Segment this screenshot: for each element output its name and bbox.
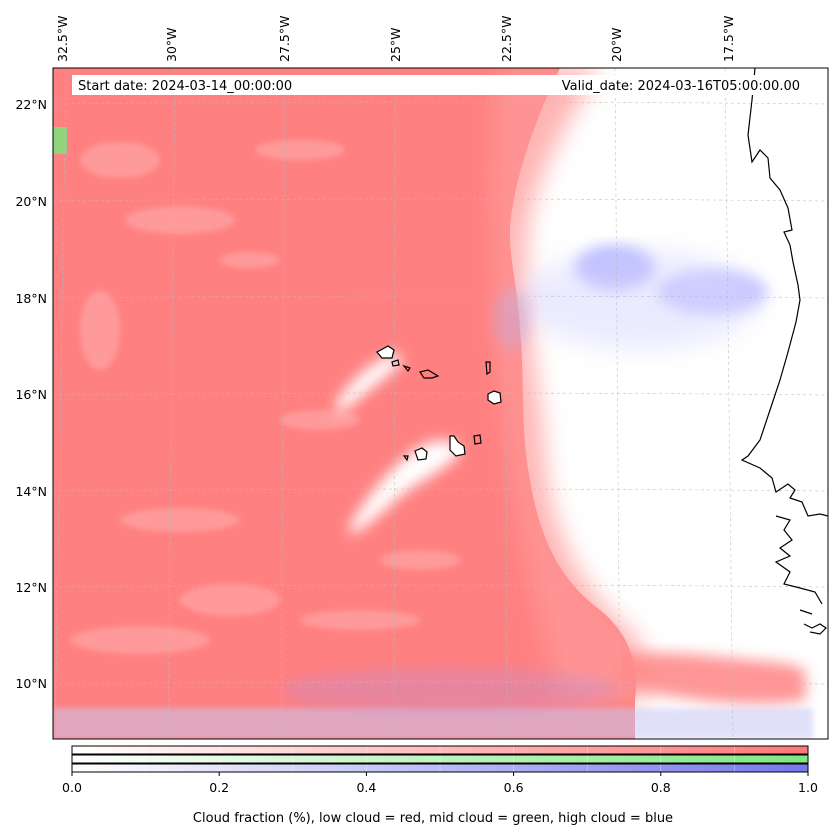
lon-label-22-5w: 22.5°W (499, 16, 514, 62)
colorbar-segment-lines (145, 746, 735, 772)
colorbar-tick-1: 1.0 (798, 780, 818, 795)
lon-label-17-5w: 17.5°W (721, 16, 736, 62)
island-brava (402, 455, 409, 462)
lon-label-27-5w: 27.5°W (277, 16, 292, 62)
low-cloud-texture (70, 140, 460, 654)
africa-coastline (740, 68, 828, 635)
latitude-labels: 22°N 20°N 18°N 16°N 14°N 12°N 10°N (15, 97, 47, 691)
start-date-label: Start date: 2024-03-14_00:00:00 (78, 79, 292, 94)
island-sal (485, 361, 491, 376)
lat-label-20n: 20°N (15, 194, 47, 209)
clear-streak-south (350, 440, 460, 535)
lon-label-32-5w: 32.5°W (55, 16, 70, 62)
island-fogo (414, 447, 428, 461)
lon-label-20w: 20°W (609, 27, 624, 62)
lat-label-14n: 14°N (15, 484, 47, 499)
colorbar-tick-0: 0.0 (62, 780, 82, 795)
mid-cloud-patch (53, 127, 67, 154)
lon-label-30w: 30°W (164, 27, 179, 62)
colorbar-ticks (71, 772, 809, 776)
lat-label-16n: 16°N (15, 387, 47, 402)
map-frame (52, 67, 829, 740)
lat-label-18n: 18°N (15, 291, 47, 306)
island-santiago (449, 435, 466, 457)
colorbar-tick-labels: 0.0 0.2 0.4 0.6 0.8 1.0 (62, 780, 818, 795)
high-cloud-coast-patch (494, 290, 530, 350)
clear-sky-streaks (335, 353, 460, 535)
low-cloud-south-band (615, 652, 806, 704)
colorbar-tick-0-8: 0.8 (651, 780, 671, 795)
low-cloud-soft-edge (491, 68, 650, 700)
clear-streak-north (335, 353, 401, 414)
lat-label-10n: 10°N (15, 676, 47, 691)
high-cloud-south-swirl (280, 668, 620, 712)
island-santo-antao (376, 345, 395, 359)
longitude-labels: 32.5°W 30°W 27.5°W 25°W 22.5°W 20°W 17.5… (55, 16, 736, 62)
lat-label-22n: 22°N (15, 97, 47, 112)
high-cloud-haze (520, 250, 760, 350)
header-strip (72, 75, 808, 95)
coastlines (376, 68, 828, 635)
colorbar: 0.0 0.2 0.4 0.6 0.8 1.0 Cloud fraction (… (62, 745, 818, 826)
island-boa-vista (487, 390, 502, 405)
map-panel (53, 68, 828, 739)
high-cloud-southern-band (53, 708, 813, 739)
lon-label-25w: 25°W (388, 27, 403, 62)
lat-label-12n: 12°N (15, 580, 47, 595)
island-sao-nicolau (419, 369, 440, 379)
island-maio (473, 434, 482, 445)
island-sao-vicente (391, 359, 400, 367)
island-santa-luzia (402, 364, 411, 373)
valid-date-label: Valid_date: 2024-03-16T05:00:00.00 (562, 79, 800, 94)
colorbar-tick-0-2: 0.2 (209, 780, 229, 795)
colorbar-tick-0-6: 0.6 (504, 780, 524, 795)
colorbar-caption: Cloud fraction (%), low cloud = red, mid… (193, 811, 673, 826)
high-cloud-field (53, 246, 813, 739)
map-gridlines (53, 68, 828, 739)
colorbar-borders (71, 745, 809, 773)
colorbar-tick-0-4: 0.4 (356, 780, 376, 795)
